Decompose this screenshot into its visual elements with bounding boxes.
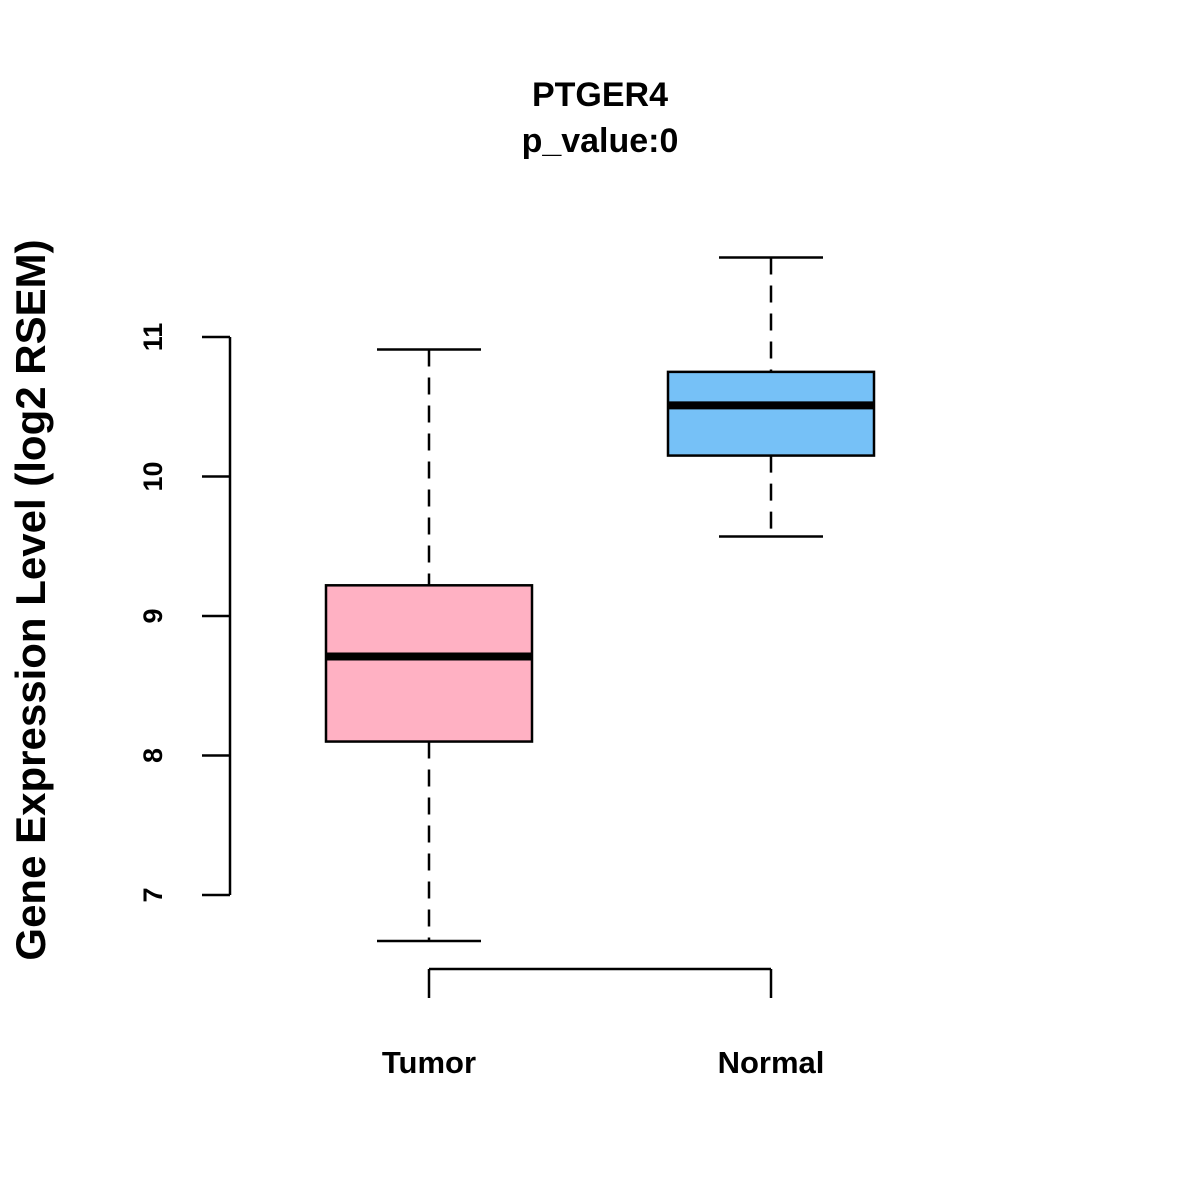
y-tick-label: 7 [138,887,168,902]
box-normal [666,256,876,538]
y-tick-label: 9 [138,608,168,623]
box-iqr [324,584,534,743]
x-tick-label: Tumor [382,1045,476,1080]
chart-subtitle: p_value:0 [522,122,679,160]
boxes [324,256,876,943]
x-axis: Tumor Normal [382,967,825,1080]
box-tumor [324,348,534,943]
chart-title: PTGER4 [532,76,668,114]
y-tick-label: 10 [138,461,168,491]
y-tick-label: 11 [138,323,168,352]
y-axis: 7 8 9 10 11 [138,323,232,903]
x-tick-label: Normal [718,1045,825,1080]
y-tick-label: 8 [138,748,168,763]
box-iqr [666,370,876,457]
y-axis-label: Gene Expression Level (log2 RSEM) [7,239,54,960]
